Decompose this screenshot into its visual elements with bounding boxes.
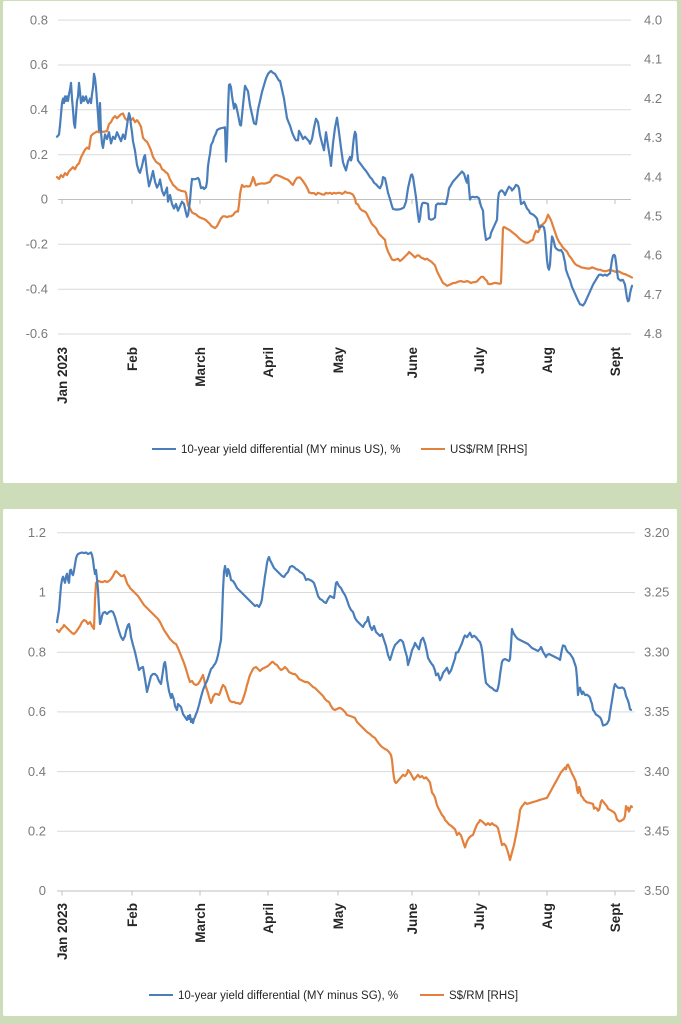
svg-text:4.2: 4.2 — [644, 91, 662, 106]
svg-text:Feb: Feb — [125, 347, 140, 371]
svg-text:4.0: 4.0 — [644, 12, 662, 27]
svg-text:0.8: 0.8 — [28, 644, 46, 659]
svg-text:3.35: 3.35 — [644, 704, 669, 719]
svg-text:April: April — [261, 347, 276, 378]
svg-text:4.5: 4.5 — [644, 209, 662, 224]
svg-text:S$/RM [RHS]: S$/RM [RHS] — [449, 990, 518, 1002]
svg-text:0.2: 0.2 — [28, 824, 46, 839]
svg-text:March: March — [193, 903, 208, 943]
svg-text:4.6: 4.6 — [644, 248, 662, 263]
svg-text:March: March — [193, 347, 208, 387]
svg-text:3.25: 3.25 — [644, 585, 669, 600]
svg-text:June: June — [405, 903, 420, 935]
svg-text:3.40: 3.40 — [644, 764, 669, 779]
svg-text:10-year yield differential (MY: 10-year yield differential (MY minus US)… — [181, 444, 400, 456]
svg-text:Jan 2023: Jan 2023 — [55, 903, 70, 961]
svg-text:Jan 2023: Jan 2023 — [55, 347, 70, 405]
svg-text:3.20: 3.20 — [644, 525, 669, 540]
svg-text:0.6: 0.6 — [28, 704, 46, 719]
svg-text:0.6: 0.6 — [30, 57, 48, 72]
svg-text:April: April — [261, 903, 276, 934]
svg-text:July: July — [472, 347, 487, 375]
svg-text:4.1: 4.1 — [644, 52, 662, 67]
svg-text:-0.6: -0.6 — [26, 326, 48, 341]
svg-text:4.4: 4.4 — [644, 169, 662, 184]
svg-text:Sept: Sept — [608, 903, 623, 933]
svg-text:-0.4: -0.4 — [26, 281, 48, 296]
svg-text:Feb: Feb — [125, 903, 140, 927]
svg-text:May: May — [331, 903, 346, 930]
svg-text:3.45: 3.45 — [644, 824, 669, 839]
svg-text:4.3: 4.3 — [644, 130, 662, 145]
svg-text:July: July — [472, 903, 487, 931]
svg-text:3.30: 3.30 — [644, 644, 669, 659]
svg-text:0.4: 0.4 — [30, 102, 48, 117]
svg-text:May: May — [331, 347, 346, 374]
svg-text:1.2: 1.2 — [28, 525, 46, 540]
svg-text:0: 0 — [39, 883, 46, 898]
svg-text:June: June — [405, 347, 420, 379]
svg-text:0: 0 — [41, 192, 48, 207]
svg-text:0.8: 0.8 — [30, 12, 48, 27]
svg-text:4.8: 4.8 — [644, 326, 662, 341]
svg-text:Aug: Aug — [540, 347, 555, 373]
svg-text:1: 1 — [39, 585, 46, 600]
svg-text:0.4: 0.4 — [28, 764, 46, 779]
svg-text:-0.2: -0.2 — [26, 237, 48, 252]
svg-text:10-year yield differential (MY: 10-year yield differential (MY minus SG)… — [178, 990, 398, 1002]
svg-text:US$/RM [RHS]: US$/RM [RHS] — [450, 444, 527, 456]
svg-text:3.50: 3.50 — [644, 883, 669, 898]
svg-text:4.7: 4.7 — [644, 287, 662, 302]
svg-text:Aug: Aug — [540, 903, 555, 929]
svg-text:Sept: Sept — [608, 347, 623, 377]
svg-text:0.2: 0.2 — [30, 147, 48, 162]
